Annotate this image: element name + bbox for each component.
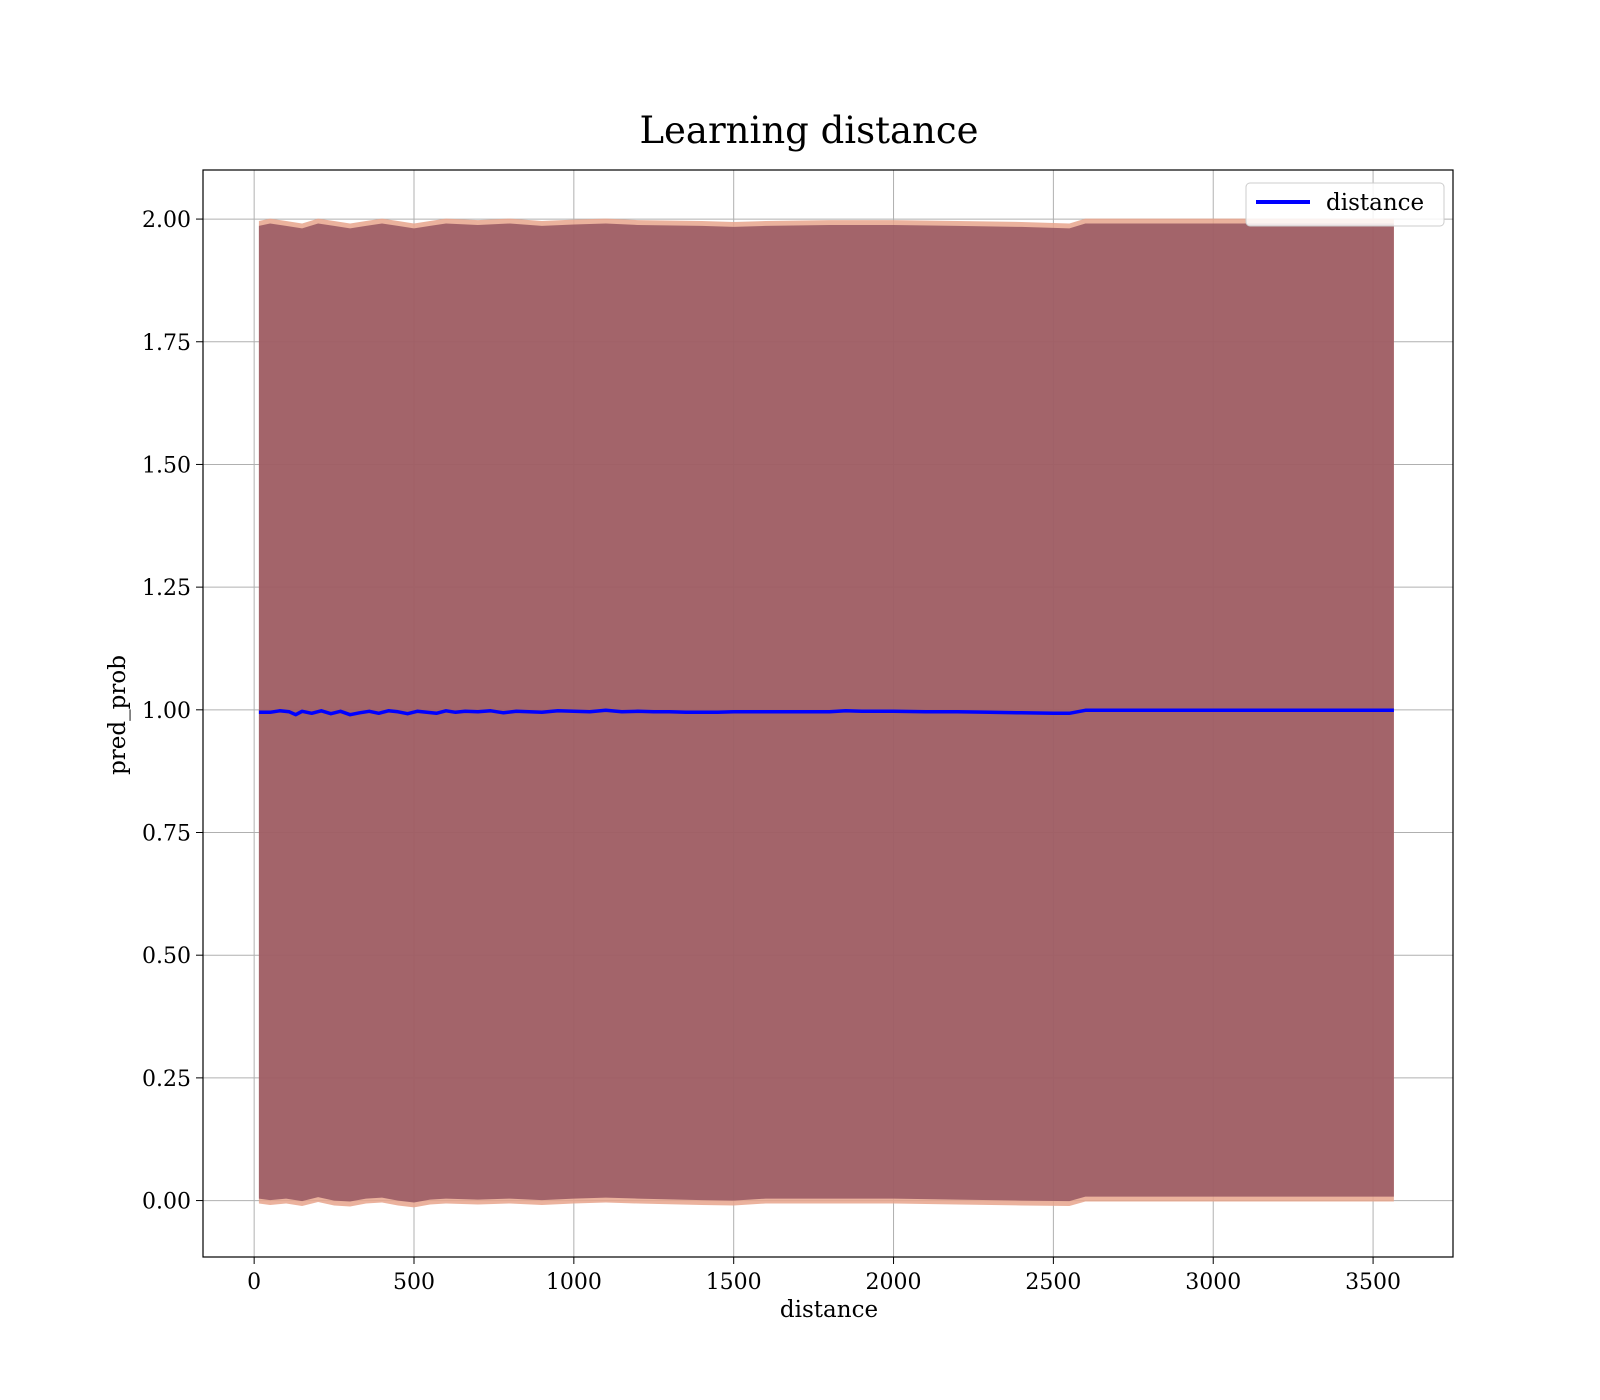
x-tick-label: 2000: [866, 1270, 922, 1295]
x-tick-label: 500: [393, 1270, 435, 1295]
legend-label-distance: distance: [1326, 190, 1424, 216]
x-tick-label: 3000: [1185, 1270, 1241, 1295]
x-axis-ticks: 0 500 1000 1500 2000 2500 3000 3500: [247, 1257, 1401, 1295]
y-tick-label: 1.75: [142, 331, 191, 356]
y-tick-label: 0.25: [142, 1067, 191, 1092]
series-lines: [258, 708, 1394, 717]
x-tick-label: 3500: [1345, 1270, 1401, 1295]
y-tick-label: 1.00: [142, 699, 191, 724]
plot-frame: [202, 169, 1454, 1258]
y-tick-label: 1.50: [142, 453, 191, 478]
x-tick-label: 1500: [706, 1270, 762, 1295]
y-tick-label: 0.50: [142, 944, 191, 969]
y-tick-label: 0.75: [142, 822, 191, 847]
y-axis-ticks: 0.00 0.25 0.50 0.75 1.00 1.25 1.50 1.75 2.00: [142, 208, 203, 1215]
y-tick-label: 0.00: [142, 1190, 191, 1215]
x-axis-label: distance: [780, 1297, 878, 1323]
y-tick-label: 1.25: [142, 576, 191, 601]
x-tick-label: 2500: [1025, 1270, 1081, 1295]
legend-box: [1245, 182, 1445, 227]
y-axis-label: pred_prob: [105, 655, 131, 775]
chart-title: Learning distance: [639, 109, 978, 152]
y-tick-label: 2.00: [142, 208, 191, 233]
x-tick-label: 0: [247, 1270, 261, 1295]
x-tick-label: 1000: [546, 1270, 602, 1295]
legend: distance: [1245, 182, 1445, 227]
series-line-distance: [258, 708, 1394, 717]
